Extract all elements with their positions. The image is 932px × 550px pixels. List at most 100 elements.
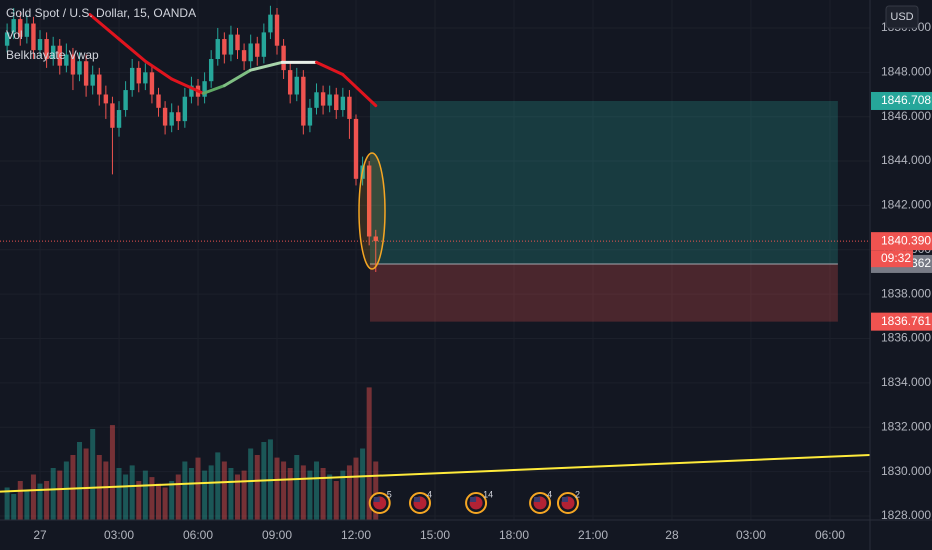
vwap-segment: [249, 60, 284, 72]
price-marker-label: 1846.708: [881, 93, 931, 107]
candle-body: [235, 34, 240, 51]
price-marker: [871, 232, 932, 251]
volume-bar: [241, 470, 247, 520]
vwap-segment: [201, 84, 226, 95]
candle-body: [261, 32, 267, 57]
volume-bar: [235, 474, 241, 520]
candle-body: [116, 110, 122, 128]
candle-body: [169, 112, 174, 126]
indicator-legend: Belkhayate Vwap: [6, 48, 99, 62]
candle-body: [294, 76, 299, 95]
volume-bar: [83, 448, 89, 520]
candle-body: [314, 92, 319, 108]
trend-line: [0, 454, 870, 493]
volume-bar: [169, 481, 175, 520]
candle-body: [334, 94, 339, 111]
candle-body: [353, 118, 359, 179]
candle-body: [57, 45, 62, 66]
x-tick-label: 06:00: [183, 528, 213, 542]
volume-bar: [77, 442, 83, 520]
candle-body: [268, 14, 273, 33]
volume-bar: [346, 465, 352, 520]
volume-bar: [37, 483, 43, 520]
x-tick-label: 03:00: [736, 528, 766, 542]
event-icon[interactable]: 4: [529, 489, 552, 514]
volume-bar: [30, 474, 36, 520]
volume-bar: [281, 461, 287, 520]
event-icon[interactable]: 5: [368, 489, 392, 514]
candle-body: [340, 96, 346, 111]
event-count: 2: [575, 489, 580, 499]
axes: 1828.000 1830.000 1832.000 1834.000 1836.000…: [33, 20, 932, 542]
volume-bar: [175, 474, 181, 520]
volume-bar: [254, 455, 260, 520]
volume-bar: [188, 468, 194, 520]
volume-bar: [103, 461, 109, 520]
candle-body: [143, 72, 148, 84]
y-tick-label: 1830.000: [881, 464, 931, 478]
x-tick-label: 09:00: [262, 528, 292, 542]
candle-body: [136, 67, 141, 84]
currency-label[interactable]: USD: [890, 11, 913, 23]
volume-bar: [195, 457, 201, 520]
currency-button[interactable]: [885, 5, 919, 29]
price-marker-label: 1840.390: [881, 233, 931, 247]
candle-body: [129, 67, 135, 91]
candle-body: [4, 32, 10, 46]
vwap-segment: [170, 77, 205, 95]
y-tick-label: 1828.000: [881, 508, 931, 522]
candle-body: [327, 94, 332, 106]
candle-body: [228, 34, 234, 55]
event-flag-canton: [373, 497, 380, 502]
volume-bar: [90, 429, 96, 520]
volume-bar: [123, 474, 129, 520]
countdown-label: 09:32: [881, 251, 911, 265]
volume-bar: [300, 465, 306, 520]
candle-body: [208, 59, 214, 82]
candle-body: [274, 14, 280, 46]
volume-bar: [109, 425, 115, 520]
volume-bar: [50, 468, 56, 520]
volume-bar: [307, 470, 313, 520]
vwap-segment: [341, 73, 378, 108]
candle-body: [64, 54, 69, 66]
target-zone: [369, 100, 838, 264]
candle-body: [162, 107, 168, 126]
y-tick-label: 1846.000: [881, 109, 931, 123]
volume-bar: [294, 455, 300, 520]
candle-body: [202, 81, 207, 97]
candle-body: [18, 19, 23, 37]
volume-bar: [44, 481, 50, 520]
volume-bar: [11, 494, 17, 520]
price-marker: [871, 91, 932, 110]
volume-bar: [17, 481, 23, 520]
event-icon[interactable]: 4: [408, 489, 432, 514]
volume-bar: [373, 461, 379, 520]
x-tick-label: 15:00: [420, 528, 450, 542]
y-tick-label: 1844.000: [881, 153, 931, 167]
volume-bar: [136, 481, 142, 520]
candle-body: [44, 39, 49, 60]
vwap-segment: [88, 13, 121, 41]
x-tick-label: 03:00: [104, 528, 134, 542]
volume-bar: [208, 465, 214, 520]
candle-body: [83, 61, 89, 86]
volume-bar: [57, 470, 63, 520]
volume-bar: [129, 465, 135, 520]
event-icon[interactable]: 14: [465, 489, 493, 514]
volume-bar: [215, 452, 221, 520]
countdown-box: [871, 250, 913, 268]
event-icon[interactable]: 2: [556, 489, 580, 514]
event-count: 4: [427, 489, 432, 499]
volume-bar: [228, 468, 234, 520]
volume-bar: [156, 483, 162, 520]
candle-body: [255, 43, 260, 57]
x-tick-label: 21:00: [578, 528, 608, 542]
candle-body: [77, 61, 82, 75]
x-tick-label: 28: [665, 528, 679, 542]
candle-body: [320, 92, 326, 106]
volume-bar: [360, 448, 366, 520]
grid: [0, 0, 870, 520]
